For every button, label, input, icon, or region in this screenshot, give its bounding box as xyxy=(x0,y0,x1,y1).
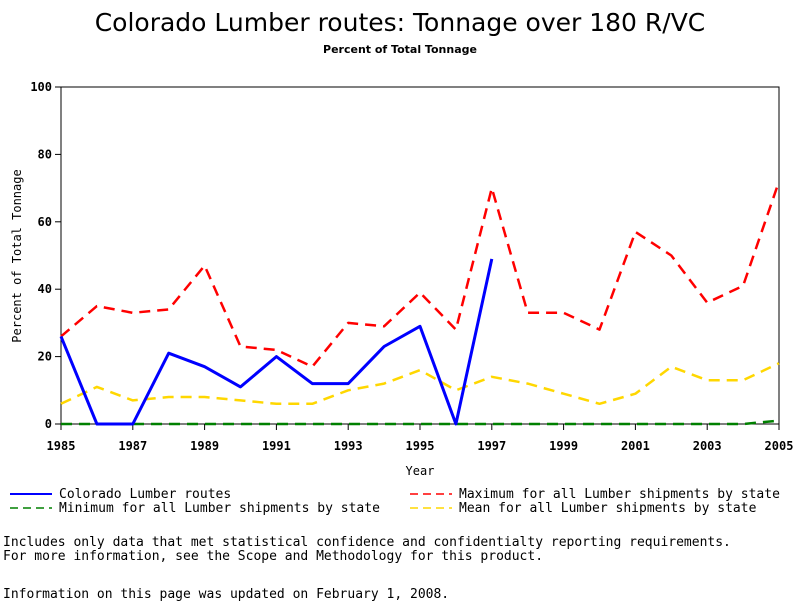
legend: Colorado Lumber routes Maximum for all Lu… xyxy=(10,487,780,516)
x-tick-label: 1997 xyxy=(477,439,506,453)
series-line-1 xyxy=(60,180,781,368)
y-tick-label: 100 xyxy=(30,80,52,94)
series-line-2 xyxy=(61,419,780,426)
legend-label-0: Colorado Lumber routes xyxy=(59,487,231,502)
x-tick-label: 1993 xyxy=(334,439,363,453)
y-tick-label: 0 xyxy=(45,417,52,431)
y-axis: 0 20 40 60 80 100 xyxy=(30,80,61,431)
series-line-3 xyxy=(60,362,780,406)
x-tick-label: 2005 xyxy=(765,439,794,453)
footnote-updated: Information on this page was updated on … xyxy=(3,587,450,602)
y-axis-label: Percent of Total Tonnage xyxy=(10,169,24,342)
footnote-methodology: For more information, see the Scope and … xyxy=(3,549,544,564)
x-tick-label: 1995 xyxy=(406,439,435,453)
y-tick-label: 20 xyxy=(38,350,52,364)
x-tick-label: 1987 xyxy=(118,439,147,453)
y-tick-label: 40 xyxy=(38,282,52,296)
legend-label-1: Maximum for all Lumber shipments by stat… xyxy=(459,487,780,502)
x-tick-label: 1999 xyxy=(549,439,578,453)
x-axis: 1985 1987 1989 1991 1993 1995 1997 1999 2001 2003… xyxy=(47,424,794,453)
x-tick-label: 1985 xyxy=(47,439,76,453)
y-tick-label: 80 xyxy=(38,147,52,161)
chart-title: Colorado Lumber routes: Tonnage over 180… xyxy=(95,8,706,37)
x-axis-label: Year xyxy=(406,464,435,478)
footnote-confidence: Includes only data that met statistical … xyxy=(3,535,731,550)
x-tick-label: 2003 xyxy=(693,439,722,453)
series-layer xyxy=(59,180,781,426)
y-tick-label: 60 xyxy=(38,215,52,229)
x-tick-label: 2001 xyxy=(621,439,650,453)
series-line-0 xyxy=(59,258,494,426)
legend-label-3: Mean for all Lumber shipments by state xyxy=(459,501,757,516)
legend-label-2: Minimum for all Lumber shipments by stat… xyxy=(59,501,380,516)
x-tick-label: 1991 xyxy=(262,439,291,453)
chart-subtitle: Percent of Total Tonnage xyxy=(323,43,477,56)
x-tick-label: 1989 xyxy=(190,439,219,453)
